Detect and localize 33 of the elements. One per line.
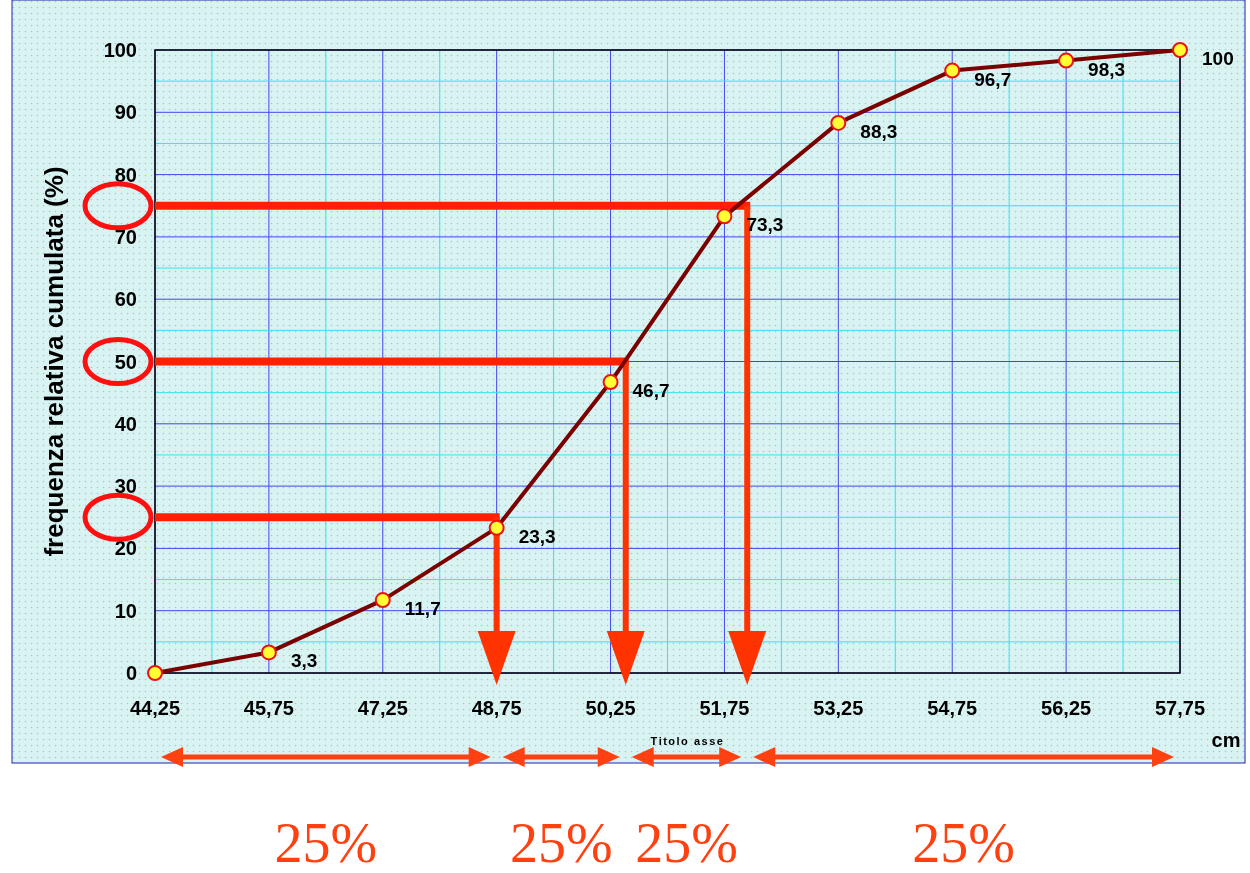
x-tick-label: 57,75 — [1154, 697, 1206, 719]
text: 25% — [274, 812, 378, 873]
x-tick-label: 47,25 — [357, 697, 408, 719]
x-tick-label: 44,25 — [129, 697, 181, 719]
y-tick-label: 50 — [114, 350, 137, 373]
text: 25% — [509, 812, 613, 873]
x-tick-label: 56,25 — [1041, 697, 1092, 719]
data-label: 98,3 — [1088, 58, 1126, 80]
x-axis-title: Titolo asse — [650, 735, 725, 747]
y-tick-label: 40 — [114, 412, 137, 435]
x-tick-label: 45,75 — [243, 697, 294, 719]
y-tick-label: 0 — [125, 662, 137, 684]
y-tick-label: 60 — [114, 288, 137, 311]
y-tick-label: 20 — [114, 537, 137, 560]
text: 25% — [635, 812, 738, 873]
x-tick-label: 50,25 — [585, 697, 636, 719]
y-tick-label: 30 — [114, 475, 137, 498]
data-label: 100 — [1202, 48, 1234, 69]
y-tick-label: 10 — [114, 599, 137, 622]
data-label: 88,3 — [860, 120, 898, 142]
x-tick-label: 48,75 — [471, 697, 522, 719]
y-tick-label: 70 — [114, 225, 137, 248]
text: cm — [1211, 729, 1241, 751]
x-tick-label: 54,75 — [927, 697, 978, 719]
data-label: 3,3 — [290, 650, 318, 672]
x-tick-label: 51,75 — [699, 697, 750, 719]
y-axis-title: frequenza relativa cumulata (%) — [39, 166, 69, 557]
y-tick-label: 90 — [114, 101, 137, 124]
y-tick-label: 100 — [103, 39, 137, 61]
data-label: 96,7 — [974, 68, 1012, 90]
text: 25% — [912, 812, 1015, 873]
y-tick-label: 80 — [114, 163, 137, 186]
x-tick-label: 53,25 — [813, 697, 864, 719]
